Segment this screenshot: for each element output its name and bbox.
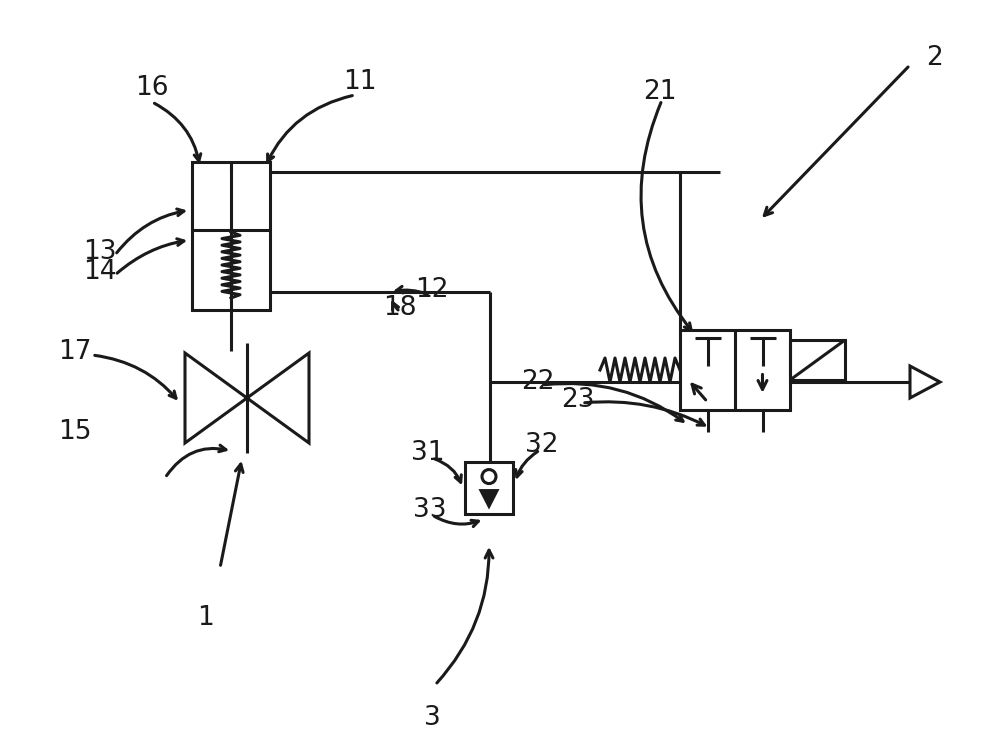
Text: 11: 11 — [343, 69, 377, 95]
Bar — [680, 330, 790, 410]
Bar — [790, 340, 845, 380]
Text: 31: 31 — [411, 440, 445, 466]
Text: 22: 22 — [521, 369, 555, 395]
Text: 15: 15 — [58, 419, 92, 445]
Text: 16: 16 — [135, 75, 169, 101]
Text: 17: 17 — [58, 339, 92, 365]
Bar — [465, 462, 513, 514]
Text: 32: 32 — [525, 432, 559, 458]
Text: 13: 13 — [83, 239, 117, 265]
Text: 2: 2 — [927, 45, 943, 71]
Text: 12: 12 — [415, 277, 449, 303]
Text: 1: 1 — [197, 605, 213, 631]
Text: 21: 21 — [643, 79, 677, 105]
Polygon shape — [481, 490, 497, 506]
Text: 33: 33 — [413, 497, 447, 523]
Text: 18: 18 — [383, 295, 417, 321]
Text: 3: 3 — [424, 705, 440, 731]
Bar — [192, 162, 270, 310]
Text: 14: 14 — [83, 259, 117, 285]
Text: 23: 23 — [561, 387, 595, 413]
